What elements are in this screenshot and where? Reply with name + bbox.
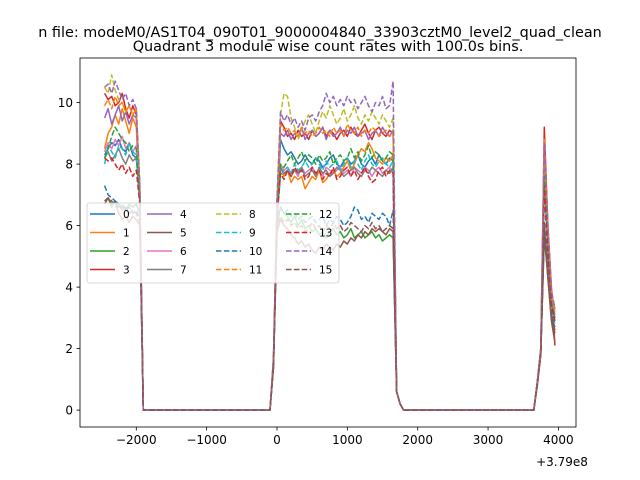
x-tick-label: 1000 — [332, 433, 363, 447]
series-line-14 — [104, 80, 556, 411]
x-tick-label: −1000 — [186, 433, 227, 447]
x-tick-label: −2000 — [116, 433, 157, 447]
legend-label: 14 — [319, 246, 333, 258]
axes-frame — [79, 57, 577, 428]
y-tick-label: 4 — [65, 280, 73, 294]
y-tick-label: 0 — [65, 403, 73, 417]
legend-label: 10 — [249, 246, 262, 258]
legend-label: 2 — [123, 246, 130, 258]
legend-label: 12 — [319, 209, 332, 221]
y-tick-label: 10 — [58, 96, 73, 110]
figure-suptitle: n file: modeM0/AS1T04_090T01_9000004840_… — [38, 25, 602, 41]
legend-label: 13 — [319, 227, 332, 239]
x-tick-label: 4000 — [543, 433, 574, 447]
x-axis-offset-label: +3.79e8 — [536, 455, 588, 469]
y-tick-label: 2 — [65, 342, 73, 356]
y-axis: 0 2 4 6 8 10 — [58, 96, 80, 417]
y-tick-label: 8 — [65, 157, 73, 171]
x-tick-label: 3000 — [473, 433, 504, 447]
legend-label: 11 — [249, 264, 262, 276]
axes-spines — [79, 57, 577, 428]
legend-label: 1 — [123, 227, 130, 239]
x-tick-label: 0 — [273, 433, 281, 447]
legend-frame — [86, 202, 340, 284]
legend-label: 0 — [123, 209, 130, 221]
x-tick-label: 2000 — [402, 433, 433, 447]
legend-label: 5 — [180, 227, 187, 239]
legend-label: 15 — [319, 264, 332, 276]
chart-title: Quadrant 3 module wise count rates with … — [133, 39, 524, 55]
y-tick-label: 6 — [65, 219, 73, 233]
legend-label: 4 — [180, 209, 187, 221]
legend-label: 3 — [123, 264, 130, 276]
legend-label: 6 — [180, 246, 187, 258]
legend-label: 8 — [249, 209, 256, 221]
legend-label: 7 — [180, 264, 187, 276]
legend-label: 9 — [249, 227, 256, 239]
x-axis: −2000 −1000 0 1000 2000 3000 4000 — [116, 427, 574, 447]
